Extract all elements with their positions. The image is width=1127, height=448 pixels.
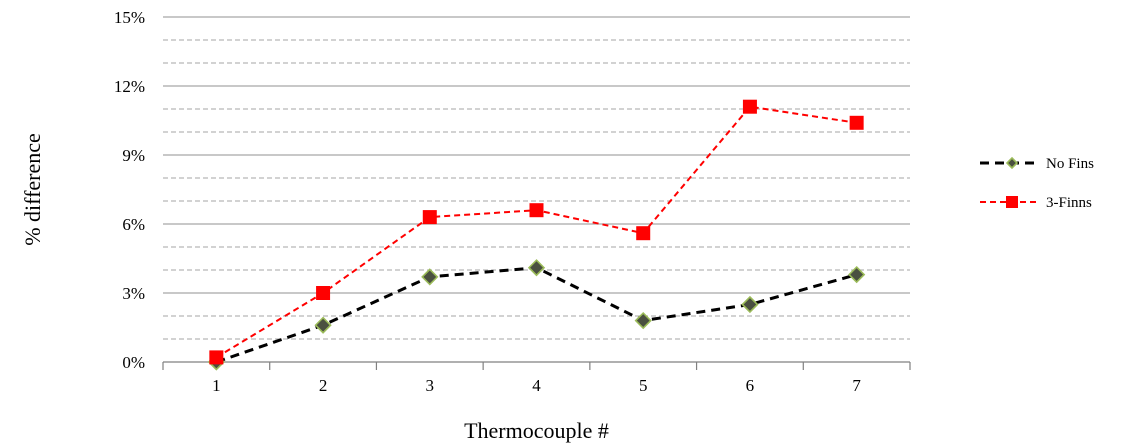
x-tick-label: 6 bbox=[746, 376, 755, 395]
data-point bbox=[209, 350, 224, 365]
data-point bbox=[636, 226, 651, 241]
y-tick-label: 9% bbox=[122, 146, 145, 165]
x-tick-label: 4 bbox=[532, 376, 541, 395]
legend-item: 3-Finns bbox=[980, 195, 1092, 211]
y-tick-label: 0% bbox=[122, 353, 145, 372]
y-axis-ticks: 0% 3% 6% 9% 12% 15% bbox=[114, 8, 145, 372]
legend-label: 3-Finns bbox=[1046, 195, 1092, 211]
legend-item: No Fins bbox=[980, 156, 1094, 172]
legend-label: No Fins bbox=[1046, 156, 1094, 172]
series-no-fins bbox=[207, 259, 866, 371]
data-point bbox=[529, 203, 544, 218]
legend: No Fins 3-Finns bbox=[980, 156, 1094, 211]
legend-marker bbox=[1005, 156, 1019, 170]
x-tick-label: 1 bbox=[212, 376, 221, 395]
data-point bbox=[527, 259, 546, 277]
series-group bbox=[207, 99, 866, 371]
x-tick-label: 2 bbox=[319, 376, 328, 395]
x-axis-ticks: 1 2 3 4 5 6 7 bbox=[212, 376, 861, 395]
data-point bbox=[316, 286, 331, 300]
data-point bbox=[422, 210, 437, 225]
data-point bbox=[634, 311, 652, 330]
y-axis-title: % difference bbox=[20, 133, 45, 246]
data-point bbox=[849, 115, 864, 130]
data-point bbox=[314, 316, 332, 334]
x-tick-label: 7 bbox=[852, 376, 861, 395]
legend-marker bbox=[1006, 196, 1018, 208]
x-axis-title: Thermocouple # bbox=[464, 418, 609, 443]
y-tick-label: 3% bbox=[122, 284, 145, 303]
x-tick-label: 3 bbox=[426, 376, 435, 395]
gridlines bbox=[163, 16, 910, 340]
axes bbox=[162, 361, 911, 370]
data-point bbox=[742, 99, 757, 114]
x-tick-label: 5 bbox=[639, 376, 648, 395]
series-3-finns bbox=[209, 99, 864, 365]
data-point bbox=[848, 265, 866, 284]
series-line bbox=[215, 266, 858, 364]
data-point bbox=[741, 295, 759, 314]
series-line bbox=[215, 105, 857, 359]
y-tick-label: 12% bbox=[114, 77, 145, 96]
y-tick-label: 15% bbox=[114, 8, 145, 27]
y-tick-label: 6% bbox=[122, 215, 145, 234]
data-point bbox=[421, 268, 439, 286]
